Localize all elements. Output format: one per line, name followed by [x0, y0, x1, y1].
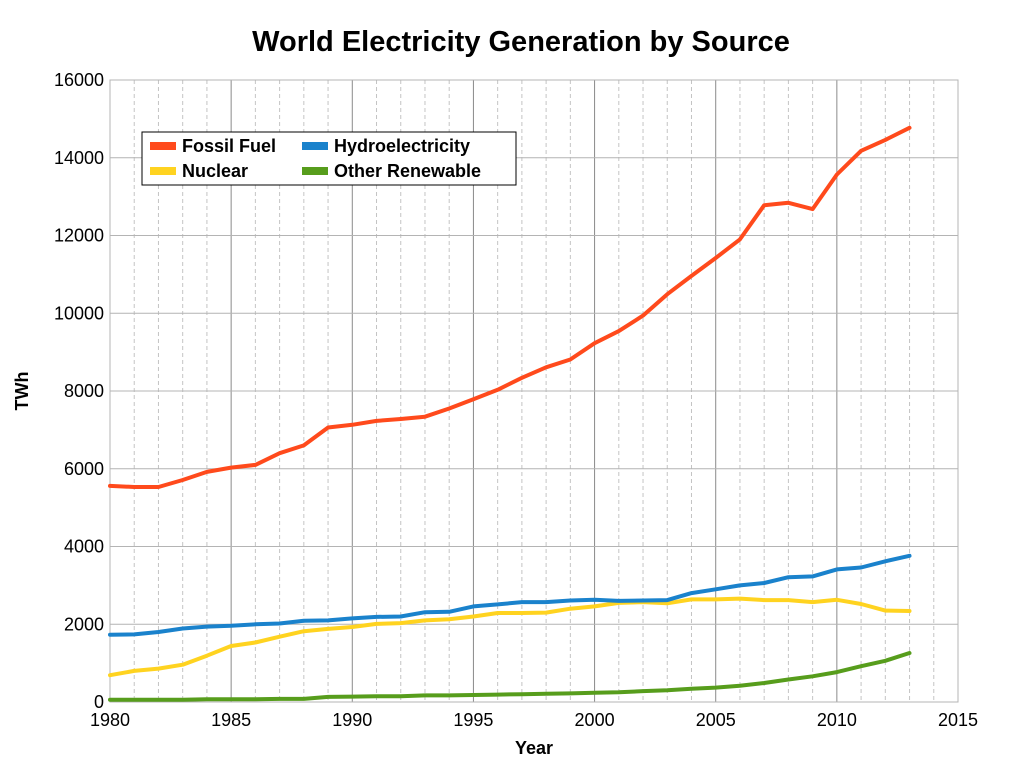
x-tick-label: 2015 [938, 710, 978, 730]
series-line-fossil-fuel [108, 125, 912, 489]
y-tick-label: 16000 [54, 70, 104, 90]
legend-label-hydroelectricity: Hydroelectricity [334, 136, 470, 156]
x-tick-label: 1985 [211, 710, 251, 730]
chart-title: World Electricity Generation by Source [252, 26, 790, 58]
series-line-nuclear [108, 596, 912, 678]
y-tick-label: 2000 [64, 614, 104, 634]
y-tick-label: 10000 [54, 303, 104, 323]
legend-label-fossil-fuel: Fossil Fuel [182, 136, 276, 156]
legend-swatch-other-renewable [302, 167, 328, 175]
plot-area [109, 79, 959, 703]
y-tick-label: 4000 [64, 537, 104, 557]
series-line-other-renewable [108, 651, 912, 702]
x-tick-label: 2010 [817, 710, 857, 730]
series-layer [108, 125, 912, 702]
legend: Fossil Fuel Hydroelectricity Nuclear Other … [141, 131, 517, 186]
x-tick-label: 2005 [696, 710, 736, 730]
x-tick-label: 1980 [90, 710, 130, 730]
tick-labels: 1980 1985 1990 1995 2000 2005 2010 2015 0 2000 400… [54, 70, 978, 730]
y-tick-label: 14000 [54, 148, 104, 168]
y-tick-label: 8000 [64, 381, 104, 401]
series-line-hydroelectricity [108, 553, 912, 637]
x-axis-label: Year [515, 738, 553, 758]
y-axis-label: TWh [12, 372, 32, 411]
y-tick-label: 12000 [54, 226, 104, 246]
x-tick-label: 2000 [575, 710, 615, 730]
y-tick-label: 0 [94, 692, 104, 712]
legend-box [141, 131, 517, 186]
legend-swatch-hydroelectricity [302, 142, 328, 150]
legend-swatch-fossil-fuel [150, 142, 176, 150]
legend-label-nuclear: Nuclear [182, 161, 248, 181]
legend-swatch-nuclear [150, 167, 176, 175]
x-tick-label: 1995 [453, 710, 493, 730]
x-tick-label: 1990 [332, 710, 372, 730]
y-tick-label: 6000 [64, 459, 104, 479]
legend-label-other-renewable: Other Renewable [334, 161, 481, 181]
